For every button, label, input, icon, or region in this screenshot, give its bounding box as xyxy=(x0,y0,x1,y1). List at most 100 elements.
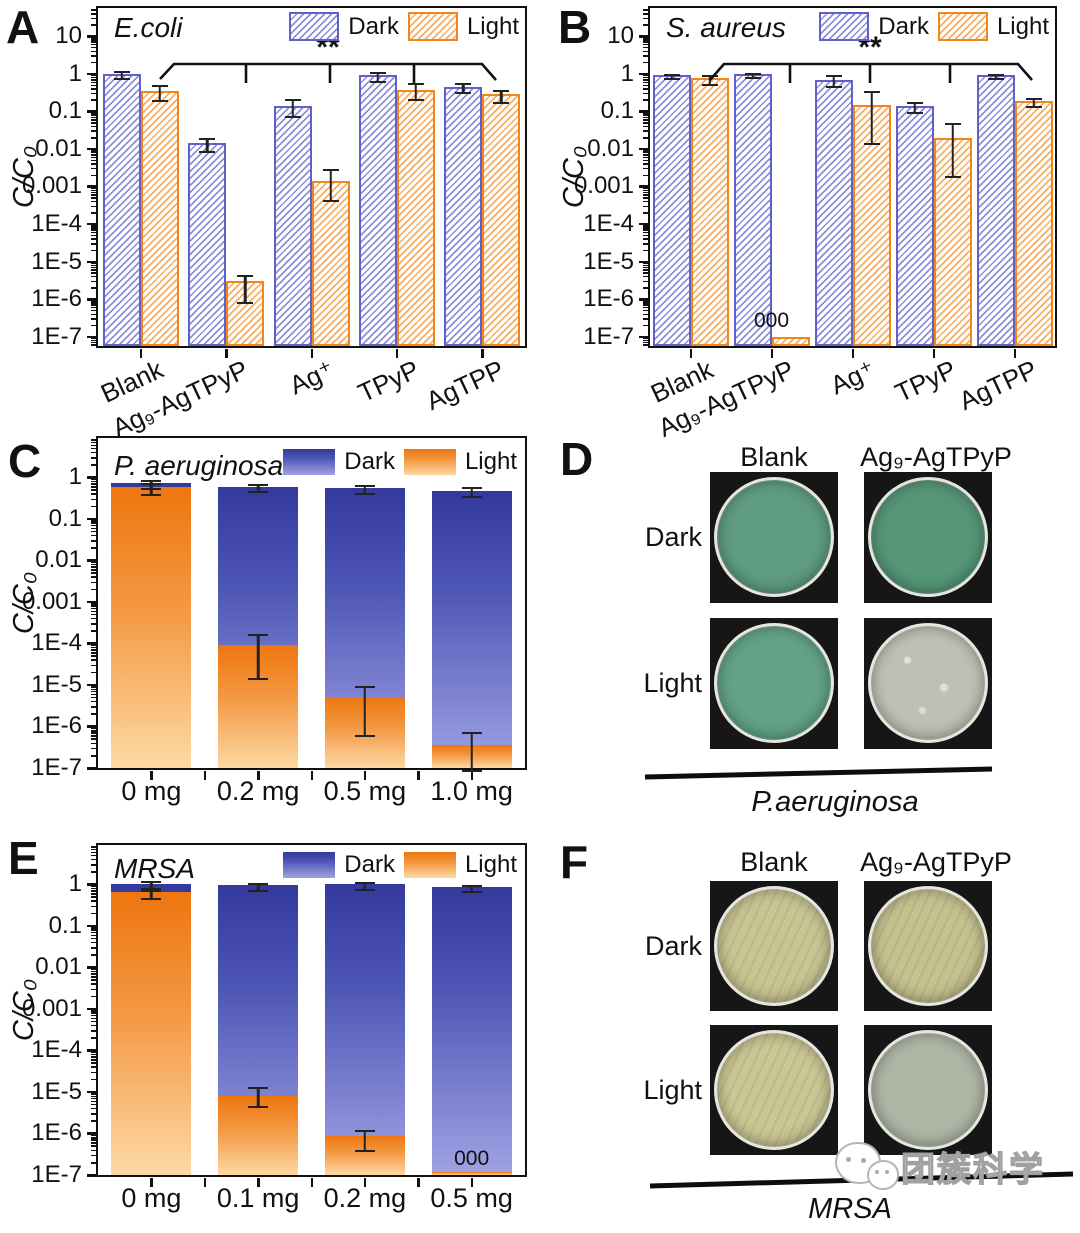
panel-a-ecoli-chart: A C/C₀ E.coli Dark Light ** 10 1 0.1 0.01 0.… xyxy=(0,0,540,443)
y-major-tick xyxy=(87,35,96,38)
y-minor-tick xyxy=(643,287,648,289)
y-minor-tick xyxy=(91,1053,96,1056)
petri-dish xyxy=(714,477,834,597)
y-minor-tick xyxy=(91,302,96,304)
y-minor-tick xyxy=(91,154,96,156)
y-minor-tick xyxy=(91,931,96,934)
bar-light-1 xyxy=(771,336,810,346)
y-minor-tick xyxy=(91,979,96,981)
y-major-tick xyxy=(87,517,96,521)
watermark: 团簇科学 xyxy=(835,1140,1045,1192)
error-bar-light-0 xyxy=(701,74,718,87)
x-category-label: 0.2 mg xyxy=(323,1183,407,1213)
y-minor-tick xyxy=(91,84,96,87)
y-minor-tick xyxy=(91,493,96,495)
y-minor-tick xyxy=(643,137,648,139)
y-major-tick xyxy=(87,725,96,728)
y-minor-tick xyxy=(643,24,648,26)
y-minor-tick xyxy=(91,205,96,208)
y-minor-tick xyxy=(91,46,96,49)
y-minor-tick xyxy=(643,266,648,269)
annotation-zero: 000 xyxy=(454,1147,490,1170)
x-tick xyxy=(770,349,773,358)
y-minor-tick xyxy=(91,61,96,64)
y-axis-label: C/C₀ xyxy=(558,145,590,209)
y-minor-tick xyxy=(91,534,96,537)
y-minor-tick xyxy=(91,890,96,892)
y-minor-tick xyxy=(643,280,648,283)
panel-letter-d: D xyxy=(560,433,594,485)
error-bar-light-3 xyxy=(461,731,482,772)
y-minor-tick xyxy=(643,269,648,271)
y-minor-tick xyxy=(91,498,96,501)
x-tick xyxy=(481,349,484,358)
y-minor-tick xyxy=(91,1012,96,1014)
y-minor-tick xyxy=(91,88,96,90)
row-label-light: Light xyxy=(643,1075,702,1105)
y-minor-tick xyxy=(643,337,648,340)
y-major-tick xyxy=(87,642,96,645)
y-minor-tick xyxy=(91,848,96,851)
bar-dark-1 xyxy=(188,143,227,346)
error-bar-dark-2 xyxy=(284,99,301,118)
y-minor-tick xyxy=(91,887,96,890)
y-minor-tick xyxy=(91,229,96,231)
y-minor-tick xyxy=(91,755,96,757)
y-minor-tick xyxy=(91,690,96,693)
x-boundary-tick xyxy=(203,771,207,780)
legend: Dark Light xyxy=(283,448,517,476)
y-minor-tick xyxy=(643,46,648,49)
y-minor-tick xyxy=(91,896,96,898)
y-major-tick xyxy=(639,110,648,113)
panel-d-paeruginosa-photos: D Blank Ag₉-AgTPyP Dark Light P.aerugino… xyxy=(540,430,1080,825)
y-minor-tick xyxy=(91,505,96,508)
y-major-tick xyxy=(87,1174,96,1177)
y-minor-tick xyxy=(643,159,648,162)
y-minor-tick xyxy=(91,893,96,895)
y-minor-tick xyxy=(91,995,96,998)
bar-dark-2 xyxy=(814,79,853,346)
bar-light-3 xyxy=(396,89,435,346)
y-minor-tick xyxy=(91,344,96,346)
error-bar-light-2 xyxy=(354,685,375,737)
y-minor-tick xyxy=(643,262,648,265)
x-boundary-tick xyxy=(417,1178,420,1187)
x-tick xyxy=(225,349,228,358)
error-bar-light-0 xyxy=(151,85,168,103)
panel-b-saureus-chart: B C/C₀ S. aureus Dark Light 000 ** 10 1 0.… xyxy=(540,0,1080,443)
annotation-zero: 000 xyxy=(753,308,790,332)
y-tick-label: 0.1 xyxy=(600,97,634,125)
y-major-tick xyxy=(87,72,96,76)
y-major-tick xyxy=(87,883,96,886)
y-minor-tick xyxy=(91,9,96,11)
x-category-label: 0.5 mg xyxy=(430,1183,513,1213)
y-minor-tick xyxy=(91,713,96,715)
y-minor-tick xyxy=(91,988,96,991)
error-bar-dark-4 xyxy=(987,73,1004,80)
y-tick-label: 1E-7 xyxy=(583,322,634,350)
error-bar-dark-2 xyxy=(825,74,842,89)
y-minor-tick xyxy=(643,341,648,344)
y-minor-tick xyxy=(91,486,96,488)
y-minor-tick xyxy=(643,174,648,177)
error-bar-dark-1 xyxy=(248,882,269,893)
y-minor-tick xyxy=(643,17,648,20)
y-minor-tick xyxy=(91,1134,96,1137)
x-tick xyxy=(310,349,313,358)
y-minor-tick xyxy=(91,17,96,20)
bar-dark-0 xyxy=(652,75,691,346)
y-major-tick xyxy=(87,1049,96,1052)
error-bar-light-2 xyxy=(322,169,339,202)
bar-dark-3 xyxy=(431,491,512,768)
x-boundary-tick xyxy=(203,1178,207,1187)
y-minor-tick xyxy=(91,197,96,199)
plot-area: P. aeruginosa Dark Light xyxy=(96,436,527,772)
y-minor-tick xyxy=(91,76,96,79)
column-header-blank: Blank xyxy=(740,847,808,877)
y-minor-tick xyxy=(643,339,648,342)
y-minor-tick xyxy=(91,480,96,483)
y-minor-tick xyxy=(91,187,96,190)
y-minor-tick xyxy=(643,227,648,229)
y-tick-label: 1E-5 xyxy=(31,1077,82,1105)
y-minor-tick xyxy=(91,269,96,271)
